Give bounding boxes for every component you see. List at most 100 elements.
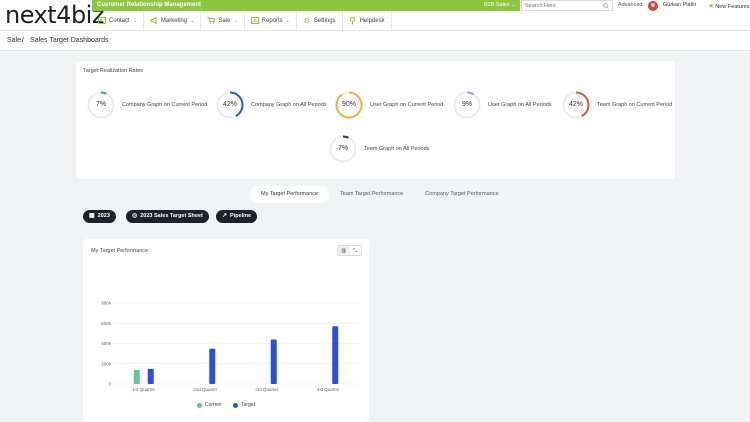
- gauge-progress-arc: [453, 91, 481, 119]
- gauge-percent: 42%: [222, 101, 237, 108]
- breadcrumb-separator: /: [22, 37, 24, 44]
- nav-reports[interactable]: Reports ⌄: [245, 11, 297, 30]
- gauge-ring: [216, 91, 244, 119]
- panel-title: Target Realization Rates: [83, 68, 143, 74]
- nav-label: Marketing: [160, 17, 188, 24]
- user-menu[interactable]: Gürkan Platin: [648, 1, 704, 11]
- target-realization-panel: Target Realization Rates 7% Company Grap…: [76, 61, 675, 179]
- gauge-label: Company Graph on All Periods: [251, 102, 327, 108]
- gauge-label: Team Graph on Current Period: [597, 102, 673, 108]
- chart-view-toggle: ▥ ⤡: [337, 245, 362, 256]
- gauge-progress-arc: [335, 91, 363, 119]
- pipeline-button[interactable]: ↗ Pipeline: [216, 210, 258, 223]
- main-nav: Contact ⌄ Marketing ⌄ Sale ⌄ Reports ⌄ ⚙…: [92, 11, 392, 30]
- gauge-progress-arc: [87, 91, 115, 119]
- pipeline-label: Pipeline: [230, 213, 252, 219]
- expand-icon[interactable]: ⤡: [353, 247, 358, 254]
- x-tick-label: 1st Quarter: [132, 387, 155, 392]
- gauge-progress-arc: [329, 135, 357, 163]
- megaphone-icon: [150, 17, 158, 25]
- chevron-down-icon: ⌄: [285, 17, 290, 24]
- performance-tabs: My Target Performance Team Target Perfor…: [250, 186, 510, 203]
- gear-icon: ⚙: [303, 17, 311, 25]
- star-icon: ★: [708, 3, 715, 10]
- legend-swatch: [233, 402, 239, 408]
- gauge-percent: 90%: [341, 101, 356, 108]
- y-tick-label: 200k: [101, 361, 112, 366]
- breadcrumb: Sale / Sales Target Dashboards: [0, 31, 750, 51]
- search-icon[interactable]: [603, 3, 609, 9]
- gauge-ring: [335, 91, 363, 119]
- gauge-ring: [453, 91, 481, 119]
- target-sheet-label: 2023 Sales Target Sheet: [140, 213, 203, 219]
- x-tick-label: 3rd Quarter: [255, 387, 279, 392]
- gauge-label: User Graph on Current Period: [370, 102, 444, 108]
- module-bar: Customer Relationship Management: [92, 0, 520, 11]
- tab-company-target-performance[interactable]: Company Target Performance: [425, 191, 499, 197]
- new-features-link[interactable]: ★New Features: [708, 2, 750, 10]
- gauge-progress-arc: [216, 91, 244, 119]
- legend-item-target[interactable]: Target: [233, 402, 255, 408]
- contact-icon: [98, 17, 106, 25]
- bar-target-4[interactable]: [332, 326, 339, 384]
- legend-swatch: [197, 402, 202, 408]
- search-input[interactable]: [525, 2, 603, 10]
- my-target-performance-card: My Target Performance ▥ ⤡ 0 200k 400k 600k 8…: [83, 239, 369, 422]
- y-tick-label: 0: [108, 382, 111, 387]
- nav-label: Helpdesk: [359, 17, 385, 24]
- chevron-down-icon: ⌄: [511, 2, 516, 8]
- calendar-icon: ▦: [89, 213, 95, 219]
- nav-contact[interactable]: Contact ⌄: [92, 11, 144, 30]
- avatar: [648, 1, 658, 11]
- nav-label: Sale: [218, 17, 231, 24]
- x-tick-label: 2nd Quarter: [193, 387, 218, 392]
- bar-target-3[interactable]: [270, 339, 277, 384]
- bar-target-1[interactable]: [147, 368, 154, 384]
- advanced-search-link[interactable]: Advanced: [618, 2, 643, 8]
- new-features-label: New Features: [715, 4, 750, 10]
- breadcrumb-root[interactable]: Sale: [7, 37, 22, 44]
- gauge-label: User Graph on All Periods: [488, 102, 552, 108]
- gauge-ring: [329, 135, 357, 163]
- nav-sale[interactable]: Sale ⌄: [201, 11, 245, 30]
- gauge-percent: 42%: [568, 101, 583, 108]
- legend-label: Current: [205, 402, 222, 408]
- page-title: Sales Target Dashboards: [30, 37, 109, 44]
- target-sheet-button[interactable]: ◎ 2023 Sales Target Sheet: [126, 210, 209, 223]
- cart-icon: [207, 17, 216, 25]
- nav-marketing[interactable]: Marketing ⌄: [144, 11, 202, 30]
- legend-label: Target: [241, 402, 255, 408]
- year-label: 2023: [97, 213, 110, 219]
- search-box[interactable]: [521, 0, 613, 11]
- y-tick-label: 400k: [101, 341, 112, 346]
- nav-settings[interactable]: ⚙ Settings: [297, 11, 343, 30]
- bar-chart: 0 200k 400k 600k 800k 1st Quarter 2nd Quarter 3…: [101, 301, 359, 392]
- helpdesk-icon: [349, 16, 357, 25]
- app-logo[interactable]: next4biz: [5, 1, 104, 29]
- workspace-label: B2B Sales: [484, 2, 510, 8]
- gauge-ring: [562, 91, 590, 119]
- nav-helpdesk[interactable]: Helpdesk: [343, 11, 392, 30]
- bar-target-2[interactable]: [209, 348, 216, 384]
- gauge-percent: 9%: [461, 101, 473, 108]
- gauge-percent: 7%: [95, 101, 107, 108]
- y-tick-label: 600k: [101, 321, 112, 326]
- target-icon: ◎: [132, 213, 138, 219]
- workspace-dropdown[interactable]: B2B Sales ⌄: [484, 1, 516, 10]
- chevron-down-icon: ⌄: [190, 17, 195, 24]
- chevron-down-icon: ⌄: [233, 17, 238, 24]
- tab-team-target-performance[interactable]: Team Target Performance: [340, 191, 404, 197]
- gauge-percent: 7%: [337, 145, 349, 152]
- chevron-down-icon: ⌄: [132, 17, 137, 24]
- nav-label: Contact: [109, 17, 130, 24]
- bar-current-1[interactable]: [133, 369, 140, 384]
- module-title: Customer Relationship Management: [97, 2, 202, 8]
- nav-label: Settings: [313, 17, 336, 24]
- nav-label: Reports: [261, 17, 283, 24]
- bar-chart-icon[interactable]: ▥: [338, 246, 350, 255]
- chart-title: My Target Performance: [91, 248, 149, 254]
- legend-item-current[interactable]: Current: [197, 402, 222, 408]
- top-header: next4biz Customer Relationship Managemen…: [0, 0, 750, 31]
- year-filter-button[interactable]: ▦ 2023: [83, 210, 116, 223]
- tab-my-target-performance[interactable]: My Target Performance: [250, 186, 330, 203]
